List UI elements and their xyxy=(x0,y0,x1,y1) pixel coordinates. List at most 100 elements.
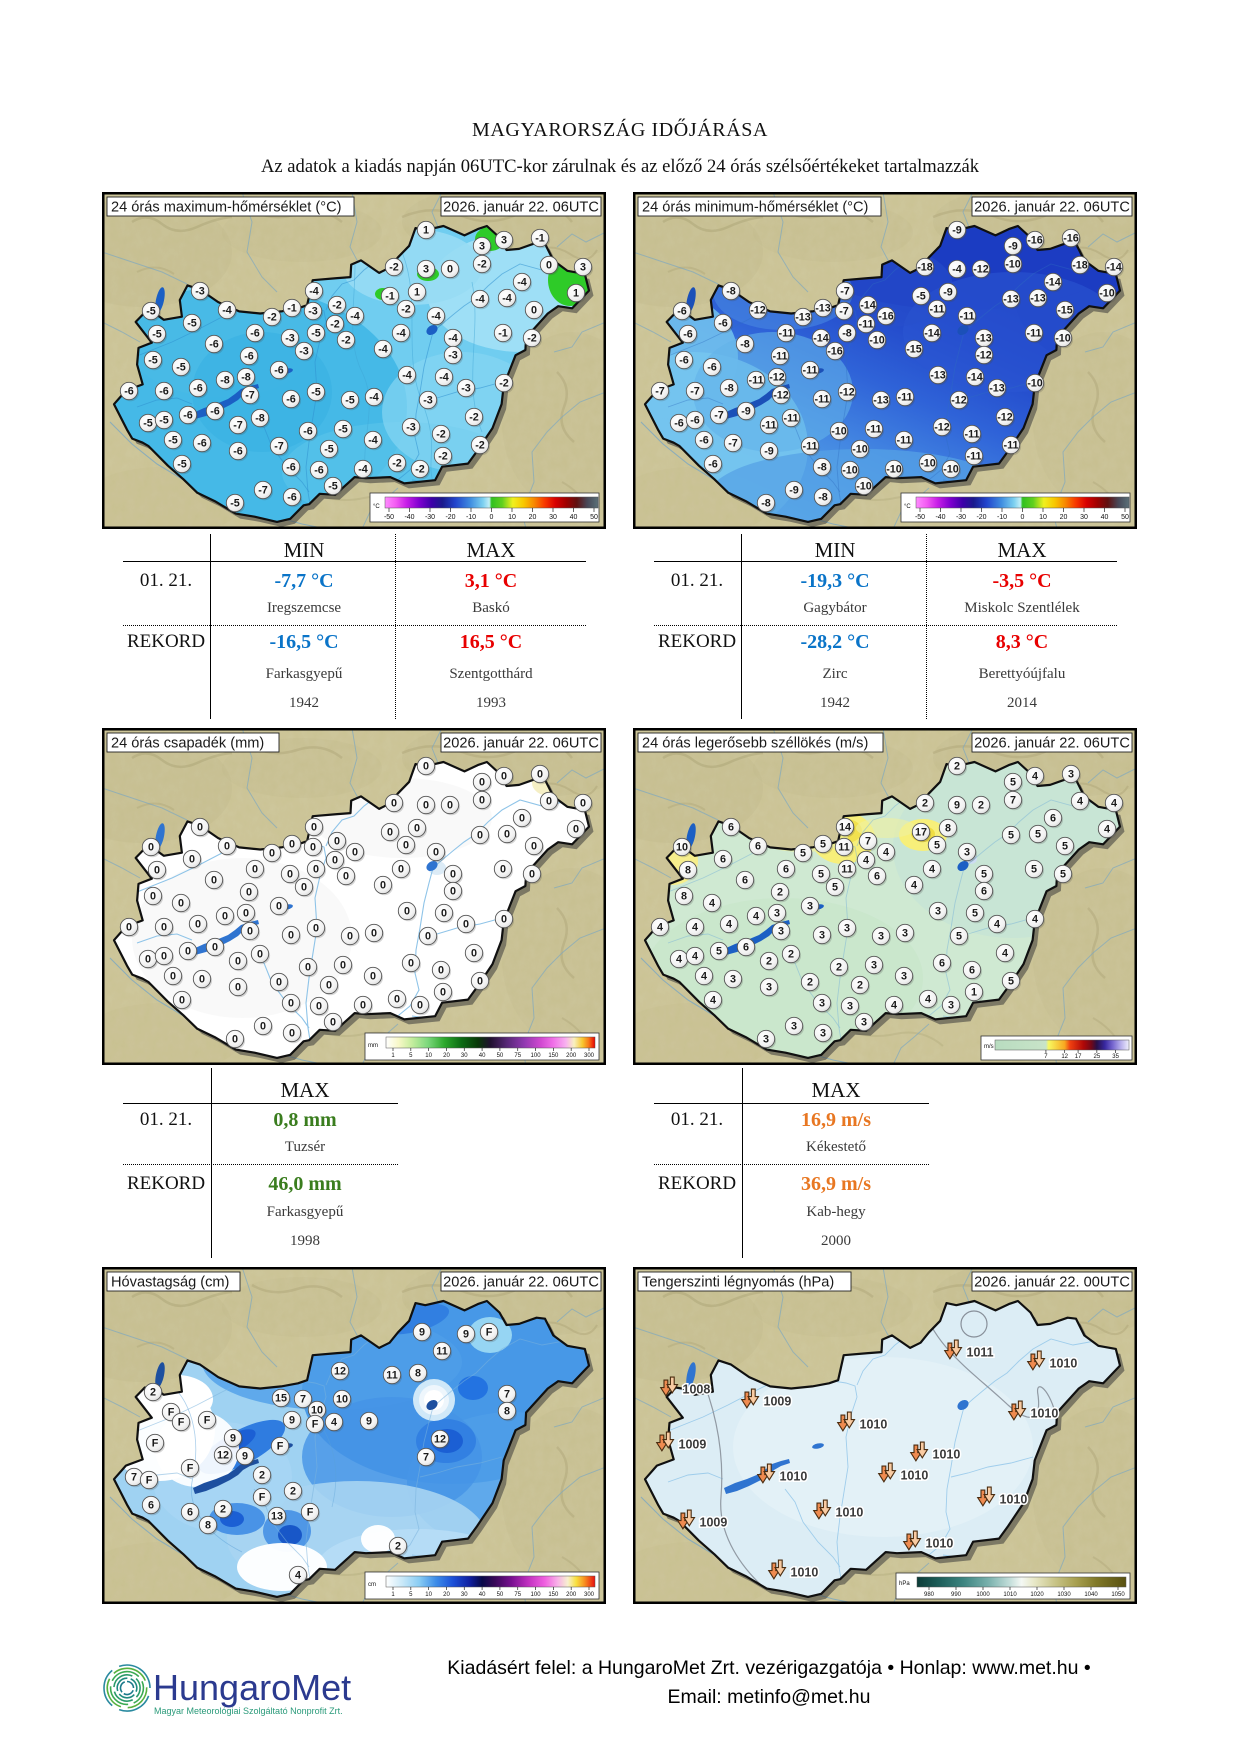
svg-text:0: 0 xyxy=(178,898,184,910)
svg-text:1040: 1040 xyxy=(1084,1592,1098,1598)
svg-text:-6: -6 xyxy=(250,328,260,340)
svg-text:-3: -3 xyxy=(448,350,458,362)
svg-text:5: 5 xyxy=(934,840,940,852)
svg-text:75: 75 xyxy=(514,1592,521,1598)
svg-text:-14: -14 xyxy=(1045,277,1061,289)
svg-text:0: 0 xyxy=(1021,514,1025,521)
svg-text:-12: -12 xyxy=(973,264,989,276)
svg-text:-8: -8 xyxy=(740,339,750,351)
svg-text:-6: -6 xyxy=(124,386,134,398)
svg-text:3: 3 xyxy=(948,1000,954,1012)
svg-text:5: 5 xyxy=(1062,841,1068,853)
svg-text:3: 3 xyxy=(807,901,813,913)
svg-text:3: 3 xyxy=(479,241,485,253)
svg-text:0: 0 xyxy=(340,960,346,972)
svg-text:-4: -4 xyxy=(475,294,485,306)
svg-text:-7: -7 xyxy=(245,390,255,402)
svg-text:-6: -6 xyxy=(286,462,296,474)
svg-text:-11: -11 xyxy=(761,420,776,432)
svg-text:-4: -4 xyxy=(439,372,449,384)
svg-text:0: 0 xyxy=(352,847,358,859)
svg-text:-12: -12 xyxy=(976,350,992,362)
svg-text:4: 4 xyxy=(676,954,682,966)
svg-text:1010: 1010 xyxy=(1003,1592,1017,1598)
svg-text:0: 0 xyxy=(232,1034,238,1046)
svg-text:9: 9 xyxy=(242,1451,248,1463)
svg-text:-8: -8 xyxy=(761,498,771,510)
svg-text:2: 2 xyxy=(857,980,863,992)
svg-text:-4: -4 xyxy=(222,305,232,317)
svg-text:F: F xyxy=(187,1463,194,1475)
svg-text:-7: -7 xyxy=(690,386,700,398)
svg-text:0: 0 xyxy=(529,869,535,881)
svg-text:0: 0 xyxy=(546,260,552,272)
svg-text:1010: 1010 xyxy=(901,1469,929,1483)
svg-text:-5: -5 xyxy=(168,435,178,447)
svg-text:-4: -4 xyxy=(402,370,412,382)
svg-text:3: 3 xyxy=(964,847,970,859)
svg-text:1050: 1050 xyxy=(1111,1592,1125,1598)
svg-text:0: 0 xyxy=(463,919,469,931)
svg-text:-9: -9 xyxy=(943,287,953,299)
svg-text:40: 40 xyxy=(1101,514,1109,521)
svg-text:3: 3 xyxy=(847,1001,853,1013)
svg-text:-5: -5 xyxy=(345,395,355,407)
svg-text:F: F xyxy=(178,1417,185,1429)
svg-text:1: 1 xyxy=(391,1592,395,1598)
svg-text:-3: -3 xyxy=(195,286,205,298)
svg-text:990: 990 xyxy=(951,1592,962,1598)
svg-text:-6: -6 xyxy=(193,383,203,395)
svg-text:-6: -6 xyxy=(209,339,219,351)
svg-text:-2: -2 xyxy=(477,259,487,271)
svg-text:-5: -5 xyxy=(148,355,158,367)
svg-text:-6: -6 xyxy=(286,394,296,406)
svg-text:1000: 1000 xyxy=(976,1592,990,1598)
svg-text:4: 4 xyxy=(657,922,663,934)
svg-text:2: 2 xyxy=(766,956,772,968)
svg-text:-14: -14 xyxy=(813,333,829,345)
svg-text:-13: -13 xyxy=(989,383,1005,395)
svg-text:10: 10 xyxy=(336,1394,348,1406)
svg-text:-3: -3 xyxy=(423,395,433,407)
svg-text:-11: -11 xyxy=(1026,328,1041,340)
svg-text:0: 0 xyxy=(235,982,241,994)
svg-text:4: 4 xyxy=(692,951,698,963)
svg-text:0: 0 xyxy=(161,951,167,963)
svg-text:0: 0 xyxy=(408,958,414,970)
svg-text:-2: -2 xyxy=(527,333,537,345)
svg-text:4: 4 xyxy=(1002,948,1008,960)
svg-text:0: 0 xyxy=(391,798,397,810)
svg-text:0: 0 xyxy=(326,980,332,992)
svg-text:-4: -4 xyxy=(368,435,378,447)
svg-text:-2: -2 xyxy=(499,378,509,390)
svg-text:0: 0 xyxy=(371,928,377,940)
svg-text:7: 7 xyxy=(504,1389,510,1401)
svg-text:-9: -9 xyxy=(741,406,751,418)
svg-text:-5: -5 xyxy=(338,424,348,436)
svg-text:30: 30 xyxy=(549,514,557,521)
svg-text:6: 6 xyxy=(742,875,748,887)
svg-text:-20: -20 xyxy=(976,514,986,521)
svg-text:0: 0 xyxy=(398,864,404,876)
svg-text:10: 10 xyxy=(425,1053,432,1059)
svg-text:1010: 1010 xyxy=(791,1566,819,1580)
svg-text:-10: -10 xyxy=(869,335,885,347)
svg-text:-5: -5 xyxy=(916,291,926,303)
svg-text:0: 0 xyxy=(479,777,485,789)
svg-text:0: 0 xyxy=(370,971,376,983)
svg-text:-20: -20 xyxy=(445,514,455,521)
svg-text:-12: -12 xyxy=(839,387,855,399)
svg-text:-2: -2 xyxy=(415,464,425,476)
svg-text:10: 10 xyxy=(311,1405,323,1417)
svg-text:-8: -8 xyxy=(255,413,265,425)
svg-text:200: 200 xyxy=(566,1053,577,1059)
svg-text:0: 0 xyxy=(243,908,249,920)
svg-text:4: 4 xyxy=(709,898,715,910)
svg-text:-16: -16 xyxy=(1027,235,1043,247)
svg-text:0: 0 xyxy=(161,922,167,934)
svg-text:-10: -10 xyxy=(1099,288,1115,300)
svg-text:1: 1 xyxy=(573,288,579,300)
svg-text:0: 0 xyxy=(313,923,319,935)
svg-text:F: F xyxy=(486,1327,493,1339)
svg-text:0: 0 xyxy=(501,914,507,926)
